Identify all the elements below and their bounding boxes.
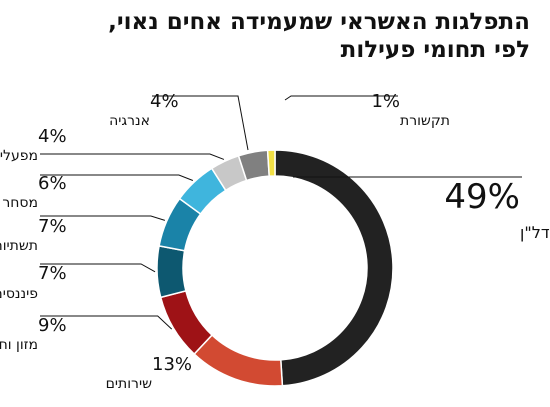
slice-category-label-8: תקשורת	[400, 113, 450, 129]
leader-line-8	[284, 95, 398, 101]
slice-1	[193, 334, 284, 387]
slice-category-label-7: אנרגיה	[109, 113, 150, 129]
slice-value-label-5: 6%	[38, 173, 67, 194]
donut-slices	[156, 149, 394, 387]
leader-line-4	[40, 215, 166, 221]
leader-line-7	[152, 95, 249, 151]
slice-value-label-8: 1%	[371, 91, 400, 112]
leader-line-5	[40, 174, 194, 181]
slice-8	[266, 149, 276, 177]
slice-category-label-0: נדל"ן	[520, 223, 550, 242]
leader-line-6	[40, 153, 225, 160]
slice-category-label-6: מפעלים ותעשייה	[0, 148, 38, 164]
chart-title-line-1: התפלגות האשראי שמעמידה אחים נאוי,	[108, 9, 530, 35]
slice-category-label-2: מזון וחקלאות	[0, 337, 38, 353]
slice-category-label-5: מסחר	[2, 195, 38, 211]
slice-value-label-2: 9%	[38, 315, 67, 336]
slice-value-label-6: 4%	[38, 126, 67, 147]
slice-value-label-7: 4%	[150, 91, 179, 112]
slice-0	[274, 149, 394, 387]
slice-value-label-4: 7%	[38, 216, 67, 237]
chart-title: התפלגות האשראי שמעמידה אחים נאוי, לפי תח…	[10, 8, 530, 64]
leader-lines	[40, 95, 522, 330]
slice-category-label-3: פיננסים	[0, 286, 38, 302]
slice-3	[156, 245, 187, 299]
slice-value-label-0: 49%	[444, 177, 520, 217]
slice-category-label-1: שירותים	[106, 376, 152, 392]
slice-category-label-4: תשתיות	[0, 238, 38, 254]
chart-title-line-2: לפי תחומי פעילות	[340, 37, 530, 63]
leader-line-3	[40, 263, 156, 273]
slice-value-label-3: 7%	[38, 263, 67, 284]
leader-line-2	[40, 315, 173, 330]
slice-value-label-1: 13%	[152, 354, 192, 375]
